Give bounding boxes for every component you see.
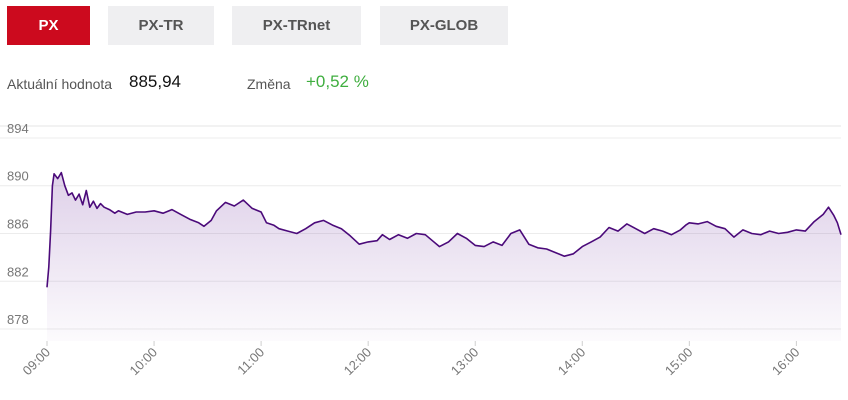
change-value: +0,52 % <box>306 72 369 91</box>
change-label: Změna <box>247 76 291 92</box>
x-tick-label: 13:00 <box>448 345 482 379</box>
x-tick-label: 12:00 <box>341 345 375 379</box>
tab-px-trnet[interactable]: PX-TRnet <box>232 6 361 45</box>
x-tick-label: 11:00 <box>234 345 267 378</box>
y-tick-label: 894 <box>7 121 29 136</box>
y-tick-label: 890 <box>7 169 29 184</box>
current-value: 885,94 <box>129 72 181 91</box>
intraday-chart: 878 882 886 890 894 09:00 10:00 11:00 12:00 13:0… <box>0 121 842 378</box>
y-tick-label: 886 <box>7 217 29 232</box>
price-line <box>46 171 842 288</box>
y-tick-label: 878 <box>7 312 29 327</box>
x-tick-label: 10:00 <box>127 345 161 379</box>
x-tick-label: 09:00 <box>20 345 54 379</box>
x-tick-label: 15:00 <box>662 345 696 379</box>
x-axis: 09:00 10:00 11:00 12:00 13:00 14:00 15:00 16:00 <box>20 341 803 378</box>
price-area <box>47 172 841 341</box>
tab-px-glob[interactable]: PX-GLOB <box>380 6 508 45</box>
y-axis: 878 882 886 890 894 <box>7 121 29 327</box>
current-value-label: Aktuální hodnota <box>7 76 113 92</box>
x-tick-label: 14:00 <box>555 345 589 379</box>
tab-px-tr[interactable]: PX-TR <box>108 6 214 45</box>
tab-px[interactable]: PX <box>7 6 90 45</box>
x-tick-label: 16:00 <box>769 345 803 379</box>
y-tick-label: 882 <box>7 264 29 279</box>
